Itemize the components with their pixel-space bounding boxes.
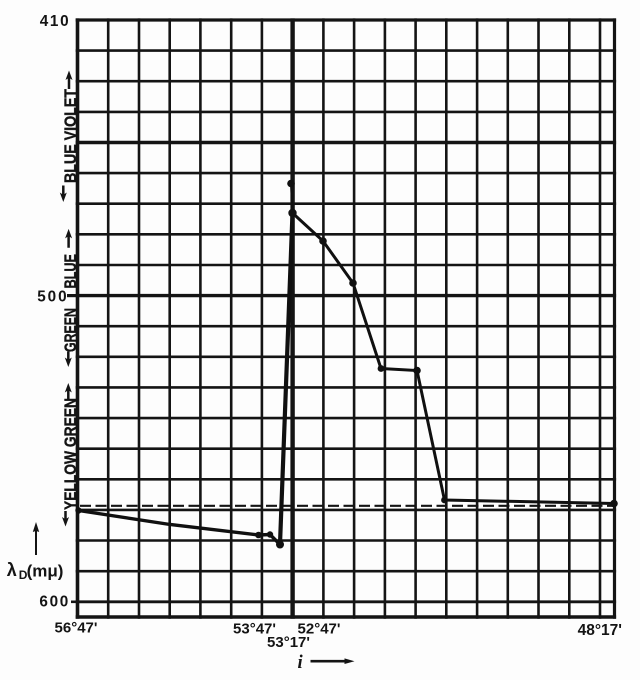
svg-text:500: 500 bbox=[37, 288, 68, 305]
svg-text:53°47': 53°47' bbox=[233, 621, 276, 638]
svg-text:i: i bbox=[298, 653, 304, 673]
svg-text:410: 410 bbox=[40, 13, 71, 30]
svg-text:YELLOW GREEN: YELLOW GREEN bbox=[62, 398, 80, 510]
svg-text:48°17': 48°17' bbox=[578, 622, 622, 639]
svg-text:56°47': 56°47' bbox=[55, 620, 98, 637]
svg-text:BLUE: BLUE bbox=[62, 254, 80, 289]
svg-text:D: D bbox=[19, 568, 28, 582]
svg-text:λ: λ bbox=[7, 560, 17, 580]
svg-text:GREEN: GREEN bbox=[62, 308, 80, 352]
svg-text:BLUE VIOLET: BLUE VIOLET bbox=[62, 89, 80, 183]
svg-text:(mμ): (mμ) bbox=[27, 561, 64, 580]
svg-text:52°47': 52°47' bbox=[298, 621, 341, 638]
svg-text:600: 600 bbox=[39, 594, 70, 611]
svg-text:53°17': 53°17' bbox=[267, 634, 310, 651]
